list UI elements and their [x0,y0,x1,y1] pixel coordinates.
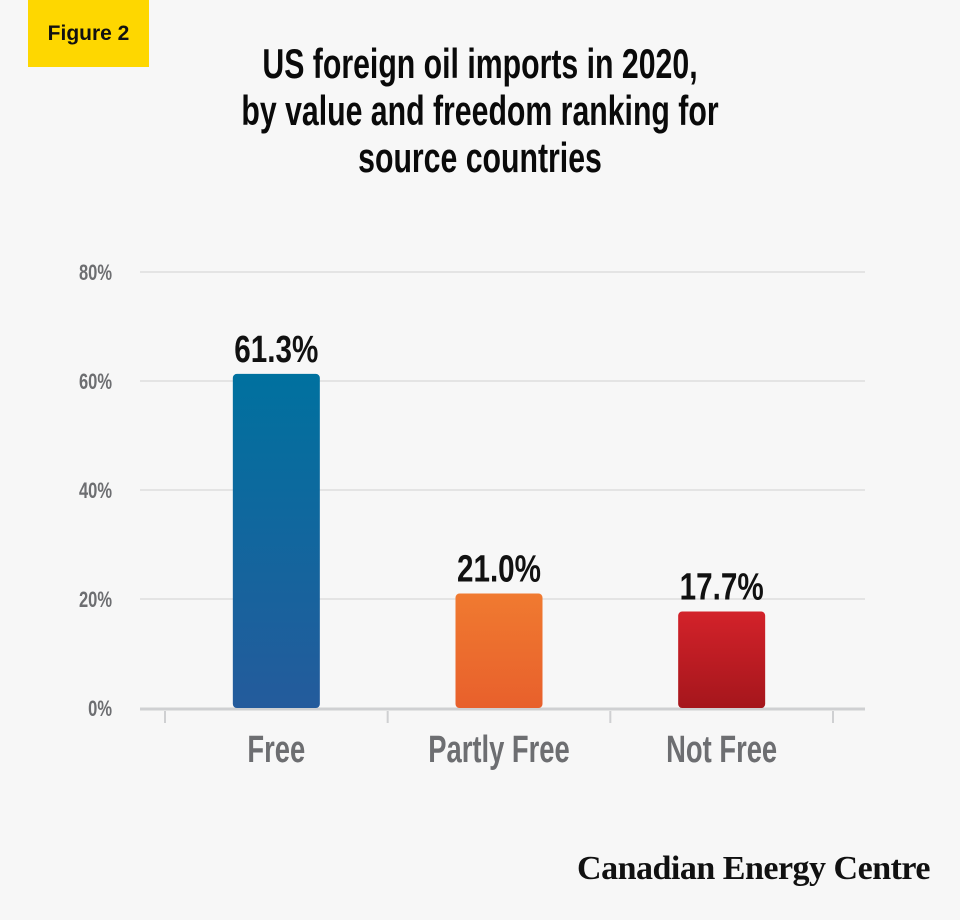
x-tick-label: Partly Free [428,729,569,771]
chart-title-line-3: source countries [358,134,602,181]
chart-title-line-1: US foreign oil imports in 2020, [262,40,698,87]
figure-label: Figure 2 [47,21,130,45]
y-tick-label: 40% [79,479,112,504]
figure-label-badge: Figure 2 [28,0,149,67]
chart-title-line-2: by value and freedom ranking for [241,87,719,134]
chart-title: US foreign oil imports in 2020, by value… [130,40,830,181]
bar-partly-free [455,593,543,708]
y-tick-label: 60% [79,370,112,395]
y-tick-label: 80% [79,261,112,286]
data-label: 21.0% [457,548,541,590]
y-tick-label: 0% [88,697,112,722]
y-tick-label: 20% [79,588,112,613]
x-tick-label: Not Free [666,729,777,771]
bar-not-free [678,611,766,708]
data-label: 17.7% [680,566,764,608]
bar-free [232,373,320,708]
x-tick-label: Free [247,729,305,771]
brand-logo-text: Canadian Energy Centre [577,850,930,887]
data-label: 61.3% [234,328,318,370]
